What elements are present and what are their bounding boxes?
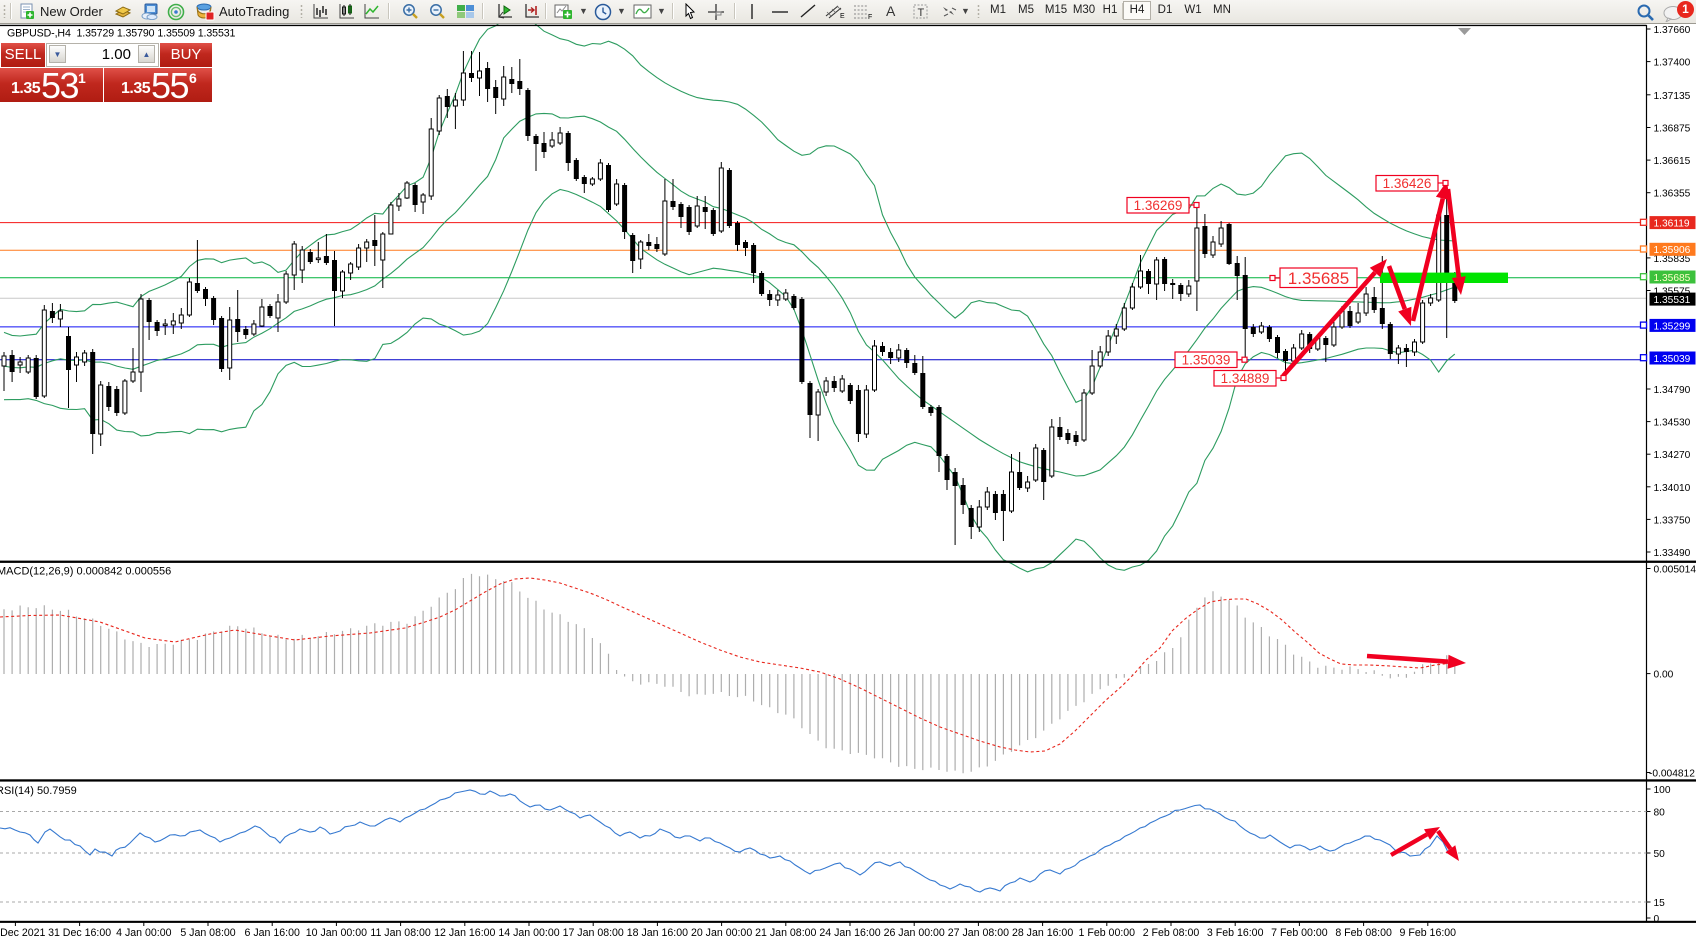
svg-text:1.35531: 1.35531 — [1654, 295, 1691, 306]
svg-text:1.34530: 1.34530 — [1654, 418, 1691, 429]
svg-text:2 Feb 08:00: 2 Feb 08:00 — [1143, 927, 1200, 939]
svg-text:4 Jan 00:00: 4 Jan 00:00 — [116, 927, 171, 939]
svg-text:6 Jan 16:00: 6 Jan 16:00 — [245, 927, 300, 939]
svg-text:5 Jan 08:00: 5 Jan 08:00 — [180, 927, 235, 939]
svg-text:1 Feb 00:00: 1 Feb 00:00 — [1079, 927, 1136, 939]
svg-text:9 Feb 16:00: 9 Feb 16:00 — [1400, 927, 1457, 939]
svg-text:E: E — [840, 13, 845, 20]
svg-text:1.34790: 1.34790 — [1654, 385, 1691, 396]
svg-text:18 Jan 16:00: 18 Jan 16:00 — [627, 927, 688, 939]
svg-text:17 Jan 08:00: 17 Jan 08:00 — [563, 927, 624, 939]
svg-text:21 Jan 08:00: 21 Jan 08:00 — [755, 927, 816, 939]
svg-text:1.36119: 1.36119 — [1654, 219, 1690, 230]
svg-text:1.35835: 1.35835 — [1654, 254, 1691, 265]
svg-text:GBPUSD-,H4 1.35729 1.35790 1.: GBPUSD-,H4 1.35729 1.35790 1.35509 1.355… — [7, 28, 236, 40]
svg-text:0.005014: 0.005014 — [1654, 565, 1696, 576]
svg-text:1.36615: 1.36615 — [1654, 156, 1691, 167]
svg-text:8 Feb 08:00: 8 Feb 08:00 — [1335, 927, 1392, 939]
svg-text:11 Jan 08:00: 11 Jan 08:00 — [370, 927, 431, 939]
svg-text:1.35575: 1.35575 — [1654, 287, 1691, 298]
svg-text:1.34889: 1.34889 — [1221, 371, 1270, 386]
svg-text:28 Jan 16:00: 28 Jan 16:00 — [1012, 927, 1073, 939]
svg-text:26 Jan 00:00: 26 Jan 00:00 — [884, 927, 945, 939]
svg-text:1.35039: 1.35039 — [1182, 353, 1231, 368]
svg-text:1.36426: 1.36426 — [1383, 176, 1432, 191]
svg-text:31 Dec 16:00: 31 Dec 16:00 — [48, 927, 111, 939]
svg-text:RSI(14) 50.7959: RSI(14) 50.7959 — [0, 785, 77, 797]
svg-text:1.35906: 1.35906 — [1654, 245, 1691, 256]
svg-text:1.34010: 1.34010 — [1654, 483, 1691, 494]
svg-text:14 Jan 00:00: 14 Jan 00:00 — [498, 927, 559, 939]
svg-text:1.33490: 1.33490 — [1654, 548, 1691, 559]
svg-text:50: 50 — [1654, 849, 1666, 860]
svg-text:80: 80 — [1654, 808, 1666, 819]
svg-text:1.37400: 1.37400 — [1654, 58, 1691, 69]
svg-text:1.37660: 1.37660 — [1654, 25, 1691, 36]
svg-text:1.36875: 1.36875 — [1654, 124, 1691, 135]
svg-text:1.35685: 1.35685 — [1654, 273, 1691, 284]
svg-text:0.00: 0.00 — [1654, 670, 1674, 681]
svg-text:24 Jan 16:00: 24 Jan 16:00 — [819, 927, 880, 939]
svg-text:T: T — [918, 7, 925, 19]
svg-text:15: 15 — [1654, 898, 1666, 909]
svg-text:27 Jan 08:00: 27 Jan 08:00 — [948, 927, 1009, 939]
svg-text:MACD(12,26,9) 0.000842 0.00055: MACD(12,26,9) 0.000842 0.000556 — [0, 566, 171, 578]
svg-text:1.35039: 1.35039 — [1654, 354, 1691, 365]
svg-text:0: 0 — [1654, 914, 1660, 925]
svg-text:1.34270: 1.34270 — [1654, 450, 1691, 461]
svg-text:-0.004812: -0.004812 — [1649, 769, 1695, 780]
svg-text:20 Jan 00:00: 20 Jan 00:00 — [691, 927, 752, 939]
svg-text:1.37135: 1.37135 — [1654, 91, 1691, 102]
svg-text:1.35299: 1.35299 — [1654, 321, 1691, 332]
svg-text:12 Jan 16:00: 12 Jan 16:00 — [434, 927, 495, 939]
svg-text:F: F — [868, 14, 872, 20]
svg-text:1.33750: 1.33750 — [1654, 515, 1691, 526]
svg-text:3 Feb 16:00: 3 Feb 16:00 — [1207, 927, 1264, 939]
svg-text:7 Feb 00:00: 7 Feb 00:00 — [1271, 927, 1328, 939]
svg-text:10 Jan 00:00: 10 Jan 00:00 — [306, 927, 367, 939]
svg-text:30 Dec 2021: 30 Dec 2021 — [0, 927, 46, 939]
svg-text:1.36355: 1.36355 — [1654, 189, 1691, 200]
svg-text:100: 100 — [1654, 785, 1671, 796]
svg-text:1.36269: 1.36269 — [1134, 198, 1183, 213]
svg-text:1.35685: 1.35685 — [1288, 269, 1349, 288]
